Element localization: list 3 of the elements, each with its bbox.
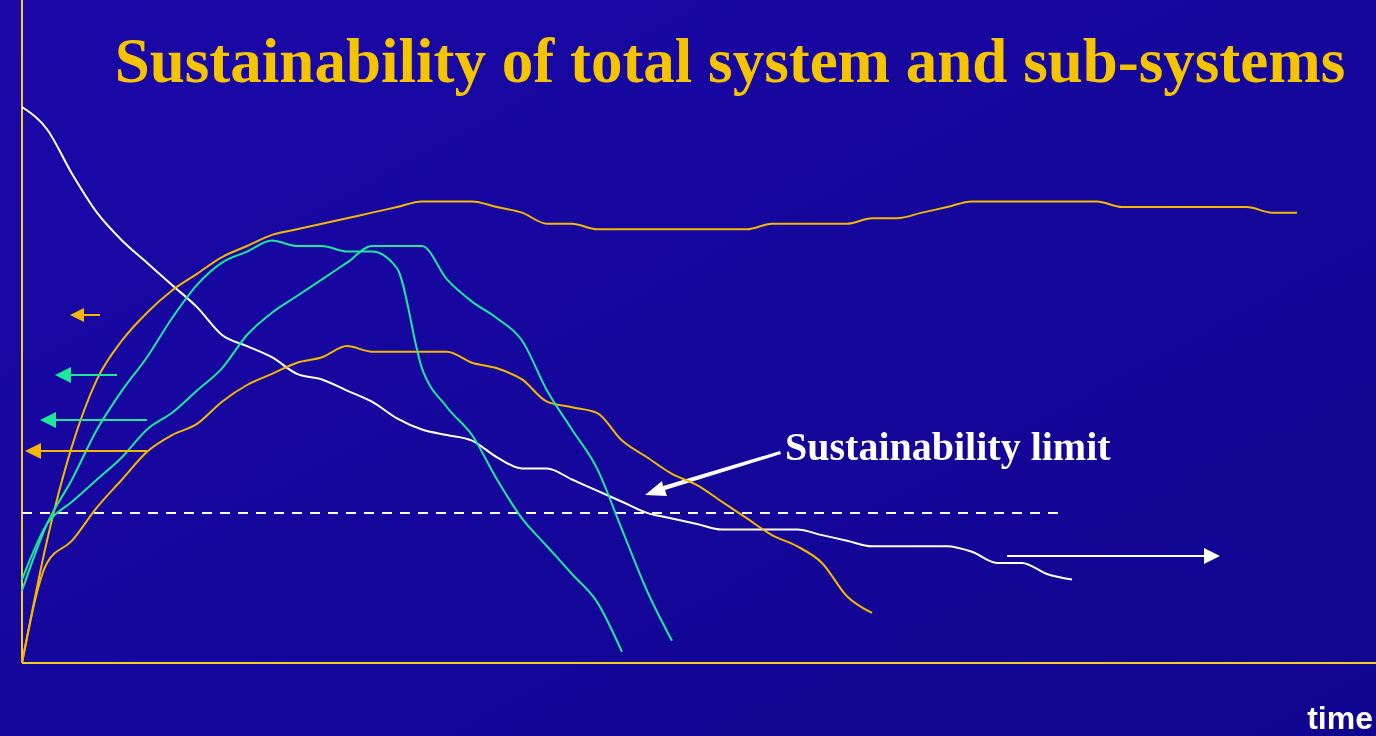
chart-title: Sustainability of total system and sub-systems [114,26,1346,96]
x-axis-title: time [1307,700,1373,736]
legend-label: Sustainability limit [785,424,1112,469]
